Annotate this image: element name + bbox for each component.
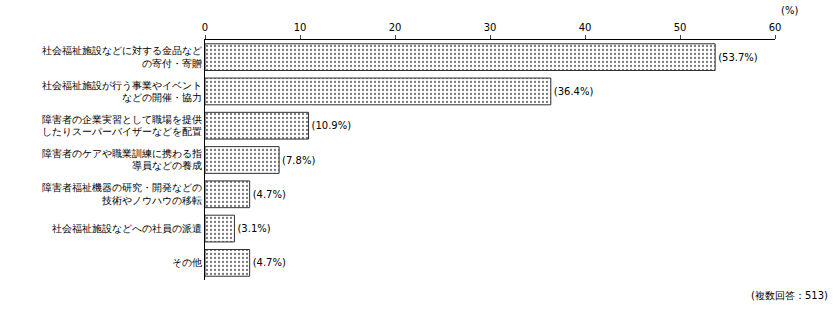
svg-text:30: 30 <box>484 22 497 33</box>
svg-text:20: 20 <box>389 22 402 33</box>
svg-text:(4.7%): (4.7%) <box>253 257 286 268</box>
svg-text:障害者の企業実習として職場を提供したりスーパーバイザーなどを: 障害者の企業実習として職場を提供したりスーパーバイザーなどを配置 <box>42 114 202 137</box>
svg-text:(4.7%): (4.7%) <box>253 189 286 200</box>
svg-text:60: 60 <box>769 22 782 33</box>
svg-text:社会福祉施設が行う事業やイベントなどの開催・協力: 社会福祉施設が行う事業やイベントなどの開催・協力 <box>42 80 202 103</box>
svg-text:障害者福祉機器の研究・開発などの技術やノウハウの移転: 障害者福祉機器の研究・開発などの技術やノウハウの移転 <box>42 182 202 205</box>
svg-text:その他: その他 <box>172 257 202 268</box>
svg-text:(10.9%): (10.9%) <box>312 120 352 131</box>
svg-text:(7.8%): (7.8%) <box>282 155 315 166</box>
svg-text:0: 0 <box>202 22 208 33</box>
svg-text:(複数回答：513): (複数回答：513) <box>751 290 828 301</box>
svg-text:(3.1%): (3.1%) <box>237 223 270 234</box>
svg-text:障害者のケアや職業訓練に携わる指導員などの養成: 障害者のケアや職業訓練に携わる指導員などの養成 <box>42 148 202 171</box>
svg-text:(%): (%) <box>781 5 798 16</box>
svg-text:(53.7%): (53.7%) <box>718 52 758 63</box>
svg-text:社会福祉施設などに対する金品などの寄付・寄贈: 社会福祉施設などに対する金品などの寄付・寄贈 <box>42 45 202 68</box>
svg-text:社会福祉施設などへの社員の派遣: 社会福祉施設などへの社員の派遣 <box>52 223 202 234</box>
svg-text:50: 50 <box>674 22 687 33</box>
svg-text:10: 10 <box>294 22 307 33</box>
svg-text:(36.4%): (36.4%) <box>554 86 594 97</box>
svg-text:40: 40 <box>579 22 592 33</box>
